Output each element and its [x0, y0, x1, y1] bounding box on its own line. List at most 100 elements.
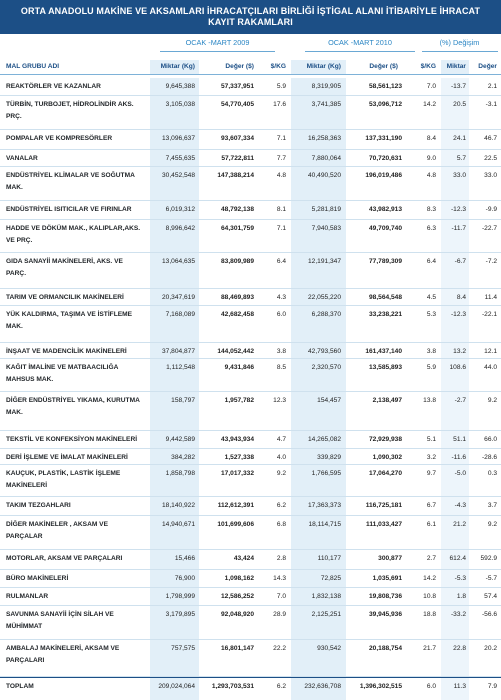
- cell-group-name: RULMANLAR: [6, 593, 49, 600]
- cell-group-name: DİĞER ENDÜSTRİYEL YIKAMA, KURUTMA MAK.: [6, 397, 140, 416]
- cell-value-2010: 111,033,427: [366, 521, 402, 528]
- column-shade: [150, 431, 199, 448]
- column-shade: [150, 201, 199, 219]
- column-shade: [150, 96, 199, 129]
- cell-unit-2010: 5.1: [426, 436, 436, 443]
- cell-chg-value: 46.7: [484, 135, 497, 142]
- column-shade: [150, 289, 199, 305]
- cell-qty-2009: 9,442,589: [165, 436, 195, 443]
- cell-unit-2010: 3.8: [426, 348, 436, 355]
- cell-group-name: ENDÜSTRİYEL KLİMALAR VE SOĞUTMA MAK.: [6, 172, 135, 191]
- cell-qty-2010: 42,793,560: [307, 348, 341, 355]
- cell-group-name: TÜRBİN, TURBOJET, HİDROLİNDİR AKS. PRÇ.: [6, 101, 134, 120]
- cell-chg-value: 9.2: [487, 521, 497, 528]
- cell-qty-2010: 17,363,373: [307, 502, 341, 509]
- cell-unit-2010: 3.2: [426, 454, 436, 461]
- cell-value-2010: 116,725,181: [365, 502, 402, 509]
- cell-chg-value: 0.3: [487, 470, 497, 477]
- cell-chg-qty: -5.3: [454, 575, 466, 582]
- cell-qty-2010: 1,832,138: [311, 593, 341, 600]
- cell-unit-2010: 5.3: [426, 311, 436, 318]
- cell-chg-value: 44.0: [484, 364, 497, 371]
- cell-unit-2009: 12.3: [273, 397, 286, 404]
- column-shade: [150, 550, 199, 569]
- cell-unit-2010: 4.5: [426, 294, 436, 301]
- cell-unit-2009: 2.8: [276, 555, 286, 562]
- table-row: KAUÇUK, PLASTİK, LASTİK İŞLEME MAKİNELER…: [0, 465, 501, 497]
- cell-qty-2010: 22,055,220: [307, 294, 341, 301]
- cell-group-name: TOPLAM: [6, 683, 34, 690]
- cell-unit-2009: 22.2: [273, 645, 286, 652]
- cell-value-2010: 33,238,221: [368, 311, 402, 318]
- cell-qty-2010: 1,766,595: [311, 470, 341, 477]
- cell-value-2009: 1,957,782: [224, 397, 254, 404]
- cell-unit-2009: 4.3: [276, 294, 286, 301]
- column-shade: [441, 606, 469, 639]
- column-shade: [291, 640, 346, 676]
- cell-chg-value: 9.2: [487, 397, 497, 404]
- cell-chg-qty: -33.2: [450, 611, 466, 618]
- cell-qty-2009: 6,019,312: [165, 206, 195, 213]
- column-shade: [441, 516, 469, 549]
- column-shade: [441, 96, 469, 129]
- cell-qty-2010: 2,125,251: [311, 611, 341, 618]
- column-shade: [150, 306, 199, 342]
- cell-group-name: BÜRO MAKİNELERİ: [6, 575, 69, 582]
- cell-qty-2009: 1,112,548: [166, 364, 195, 371]
- cell-qty-2009: 76,900: [174, 575, 195, 582]
- column-shade: [291, 289, 346, 305]
- cell-group-name: VANALAR: [6, 155, 38, 162]
- cell-value-2010: 17,064,270: [368, 470, 402, 477]
- cell-value-2009: 48,792,138: [220, 206, 254, 213]
- cell-unit-2009: 14.3: [273, 575, 286, 582]
- cell-group-name: SAVUNMA SANAYİİ İÇİN SİLAH VE MÜHİMMAT: [6, 611, 114, 630]
- table-row: GIDA SANAYİİ MAKİNELERİ, AKS. VE PARÇ. 13…: [0, 253, 501, 289]
- col-header-value-2010: Değer ($): [369, 63, 398, 70]
- column-shade: [291, 220, 346, 252]
- cell-value-2009: 57,337,951: [220, 83, 254, 90]
- cell-unit-2009: 4.7: [276, 436, 286, 443]
- cell-unit-2010: 13.8: [423, 397, 436, 404]
- cell-unit-2010: 6.1: [426, 521, 436, 528]
- column-shade: [441, 570, 469, 587]
- table-row: DİĞER MAKİNELER , AKSAM VE PARÇALAR 14,94…: [0, 516, 501, 550]
- cell-value-2009: 1,293,703,531: [211, 683, 254, 690]
- cell-qty-2009: 8,996,642: [165, 225, 195, 232]
- cell-value-2009: 12,586,252: [220, 593, 254, 600]
- table-row: KAĞIT İMALİNE VE MATBAACILIĞA MAHSUS MAK…: [0, 359, 501, 392]
- cell-group-name: ENDÜSTRİYEL ISITICILAR VE FIRINLAR: [6, 206, 132, 213]
- column-shade: [291, 78, 346, 95]
- cell-value-2010: 53,096,712: [368, 101, 402, 108]
- column-shade: [441, 167, 469, 200]
- cell-qty-2009: 9,645,388: [165, 83, 195, 90]
- cell-value-2009: 93,607,334: [220, 135, 254, 142]
- cell-chg-qty: -13.7: [450, 83, 466, 90]
- cell-unit-2009: 6.8: [276, 521, 286, 528]
- column-shade: [441, 392, 469, 430]
- cell-chg-qty: -6.7: [454, 258, 466, 265]
- group-underline-2009: [160, 51, 275, 52]
- cell-qty-2010: 7,880,064: [311, 155, 341, 162]
- cell-chg-value: -22.1: [481, 311, 497, 318]
- column-shade: [150, 167, 199, 200]
- cell-qty-2010: 14,265,082: [307, 436, 341, 443]
- table-row: BÜRO MAKİNELERİ 76,900 1,098,162 14.3 72,825…: [0, 570, 501, 588]
- cell-qty-2009: 3,179,895: [165, 611, 195, 618]
- cell-group-name: İNŞAAT VE MADENCİLİK MAKİNELERİ: [6, 348, 127, 355]
- cell-qty-2010: 3,741,385: [311, 101, 341, 108]
- cell-chg-qty: -2.7: [454, 397, 466, 404]
- column-shade: [441, 130, 469, 149]
- column-shade: [150, 497, 199, 515]
- column-shade: [441, 359, 469, 391]
- cell-group-name: TEKSTİL VE KONFEKSİYON MAKİNELERİ: [6, 436, 138, 443]
- cell-value-2010: 1,396,302,515: [359, 683, 402, 690]
- cell-qty-2009: 37,804,877: [161, 348, 195, 355]
- cell-qty-2009: 30,452,548: [161, 172, 195, 179]
- cell-value-2010: 58,561,123: [368, 83, 402, 90]
- table-row: ENDÜSTRİYEL KLİMALAR VE SOĞUTMA MAK. 30,4…: [0, 167, 501, 201]
- cell-chg-qty: -12.3: [450, 311, 466, 318]
- cell-chg-value: 12.1: [484, 348, 497, 355]
- cell-unit-2010: 5.9: [426, 364, 436, 371]
- column-shade: [150, 392, 199, 430]
